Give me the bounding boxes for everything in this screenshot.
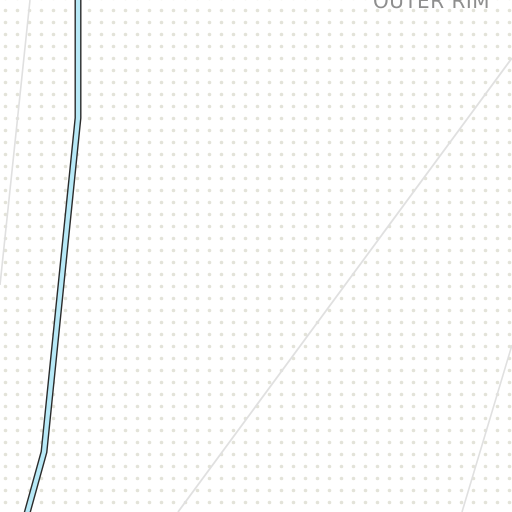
road-line-left: [0, 0, 31, 286]
waterway-fill: [25, 0, 81, 512]
area-label-outer-rim: OUTER RIM: [372, 0, 490, 13]
road-line-diagonal: [177, 57, 512, 512]
road-line-bottom-right: [461, 344, 512, 512]
